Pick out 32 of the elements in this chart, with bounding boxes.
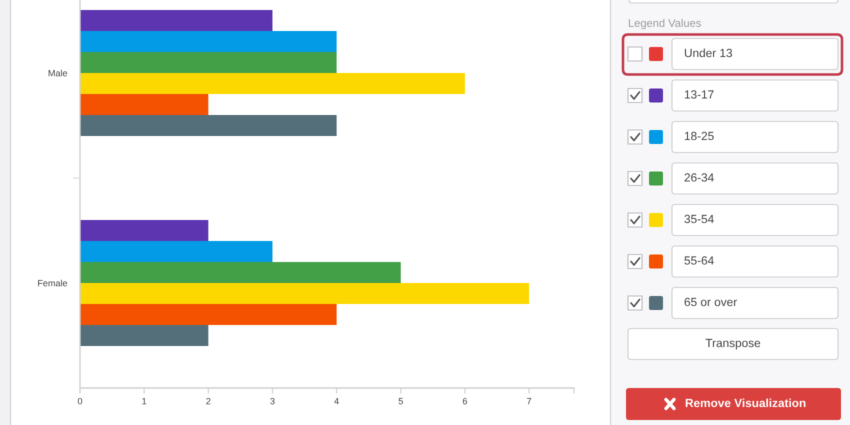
x-tick-label: 4	[334, 398, 339, 404]
bar	[80, 325, 208, 346]
y-tick-label: Male	[48, 70, 68, 76]
x-tick-label: 6	[462, 398, 468, 404]
bar	[80, 241, 272, 262]
bar	[80, 52, 337, 73]
legend-label: 65 or over	[684, 298, 737, 306]
bar	[80, 73, 465, 94]
bar	[80, 283, 530, 304]
text: Remove Visualization	[686, 398, 806, 408]
legend-label: 26-34	[684, 173, 714, 182]
bar	[80, 262, 401, 283]
x-tick-label: 0	[78, 398, 82, 404]
bar	[80, 10, 272, 31]
bar	[80, 94, 208, 115]
legend-title: Legend Values	[628, 18, 701, 30]
legend-label: 35-54	[684, 214, 714, 224]
y-tick-label: Female	[38, 280, 68, 286]
x-tick-label: 2	[206, 398, 210, 404]
bar	[80, 115, 337, 136]
text: Transpose	[706, 338, 760, 350]
x-tick-label: 5	[398, 398, 403, 404]
x-tick-label: 7	[527, 398, 532, 404]
bar	[80, 31, 337, 52]
legend-label: 55-64	[684, 256, 714, 265]
x-tick-label: 3	[270, 398, 275, 404]
x-tick-label: 1	[142, 398, 146, 404]
legend-label: Under 13	[684, 48, 732, 58]
bar	[80, 220, 208, 241]
bar	[80, 304, 337, 325]
legend-label: 13-17	[684, 90, 714, 99]
legend-label: 18-25	[684, 132, 714, 140]
